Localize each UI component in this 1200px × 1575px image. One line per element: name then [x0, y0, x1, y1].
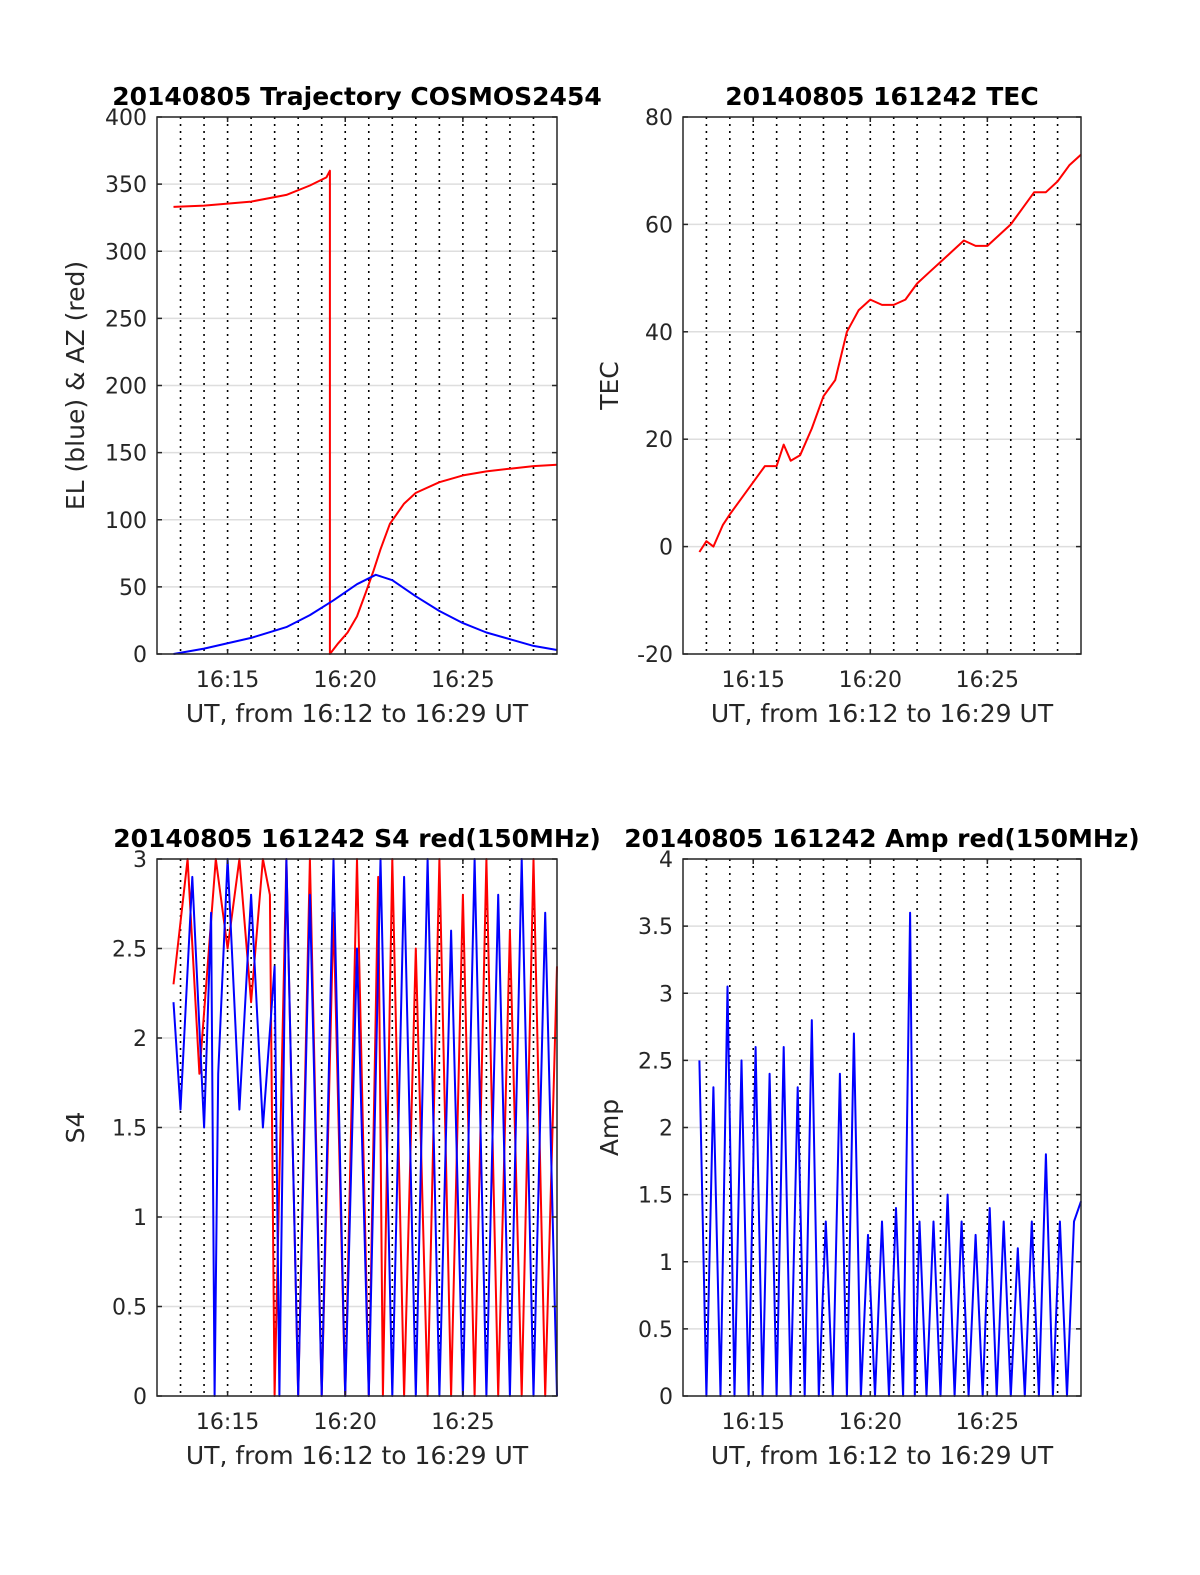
chart-title: 20140805 161242 S4 red(150MHz): [113, 824, 601, 853]
x-tick-label: 16:25: [431, 668, 494, 693]
y-axis-label: Amp: [595, 1099, 624, 1156]
chart-trajectory: 0 50 100 150 200 250 300 350 400 16:15 16:20 16:25 2…: [61, 82, 602, 728]
y-tick-label: 80: [645, 106, 673, 131]
y-tick-label: 350: [105, 173, 147, 198]
y-axis-label: TEC: [595, 361, 624, 411]
x-tick-label: 16:20: [839, 1410, 902, 1435]
series-line-2: [173, 573, 558, 655]
series-line-1: [173, 169, 558, 655]
chart-amp: 0 0.5 1 1.5 2 2.5 3 3.5 4 16:15 16:20 16:25 20140805…: [595, 824, 1140, 1470]
axes-box: [682, 116, 1082, 655]
series-line-1: [698, 911, 1082, 1397]
x-tick-label: 16:20: [314, 1410, 377, 1435]
y-tick-label: 20: [645, 428, 673, 453]
x-axis-label: UT, from 16:12 to 16:29 UT: [711, 1441, 1054, 1470]
y-tick-label: 0.5: [112, 1296, 147, 1321]
y-tick-label: 0.5: [638, 1318, 673, 1343]
y-tick-label: 60: [645, 213, 673, 238]
x-tick-label: 16:15: [196, 1410, 259, 1435]
chart-tec: -20 0 20 40 60 80 16:15 16:20 16:25 20140805 1612…: [595, 82, 1082, 728]
y-tick-label: 2: [659, 1117, 673, 1142]
y-tick-label: 1: [659, 1251, 673, 1276]
y-tick-label: 2: [133, 1027, 147, 1052]
y-tick-label: -20: [637, 643, 673, 668]
y-tick-label: 1.5: [112, 1117, 147, 1142]
y-tick-label: 1: [133, 1206, 147, 1231]
x-tick-label: 16:20: [839, 668, 902, 693]
y-tick-label: 3.5: [638, 915, 673, 940]
y-tick-label: 2.5: [112, 938, 147, 963]
y-tick-label: 4: [659, 848, 673, 873]
x-tick-label: 16:25: [956, 1410, 1019, 1435]
plot-area: [683, 117, 1081, 654]
y-tick-label: 1.5: [638, 1184, 673, 1209]
y-tick-label: 100: [105, 509, 147, 534]
y-tick-label: 0: [659, 1385, 673, 1410]
chart-title: 20140805 Trajectory COSMOS2454: [112, 82, 602, 111]
x-axis-label: UT, from 16:12 to 16:29 UT: [711, 699, 1054, 728]
chart-title: 20140805 161242 Amp red(150MHz): [624, 824, 1140, 853]
chart-title: 20140805 161242 TEC: [725, 82, 1038, 111]
x-tick-label: 16:15: [722, 668, 785, 693]
y-tick-label: 0: [659, 536, 673, 561]
series-line-1: [698, 153, 1082, 553]
y-tick-label: 50: [119, 576, 147, 601]
x-tick-label: 16:15: [722, 1410, 785, 1435]
y-tick-label: 400: [105, 106, 147, 131]
y-tick-label: 300: [105, 240, 147, 265]
y-tick-label: 0: [133, 1385, 147, 1410]
y-tick-label: 150: [105, 442, 147, 467]
y-tick-label: 3: [133, 848, 147, 873]
x-tick-label: 16:25: [431, 1410, 494, 1435]
y-axis-label: S4: [61, 1112, 90, 1144]
y-axis-label: EL (blue) & AZ (red): [61, 261, 90, 510]
x-tick-label: 16:20: [314, 668, 377, 693]
y-tick-label: 0: [133, 643, 147, 668]
x-axis-label: UT, from 16:12 to 16:29 UT: [186, 1441, 529, 1470]
y-tick-label: 3: [659, 982, 673, 1007]
y-tick-label: 250: [105, 307, 147, 332]
chart-s4: 0 0.5 1 1.5 2 2.5 3 16:15 16:20 16:25 20140805 161…: [61, 824, 601, 1470]
y-tick-label: 40: [645, 321, 673, 346]
x-tick-label: 16:25: [956, 668, 1019, 693]
x-axis-label: UT, from 16:12 to 16:29 UT: [186, 699, 529, 728]
x-tick-label: 16:15: [196, 668, 259, 693]
y-tick-label: 200: [105, 375, 147, 400]
y-tick-label: 2.5: [638, 1049, 673, 1074]
